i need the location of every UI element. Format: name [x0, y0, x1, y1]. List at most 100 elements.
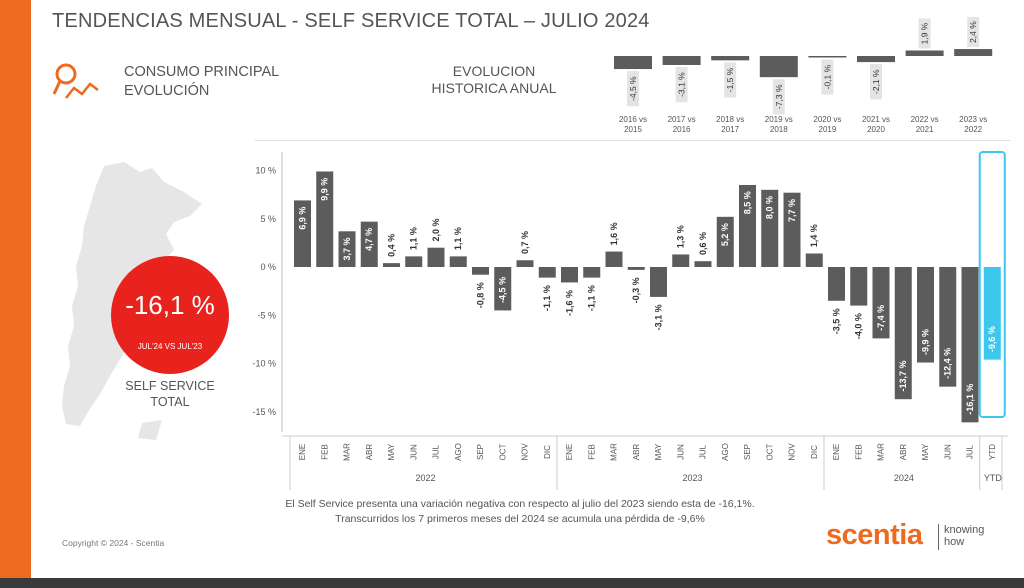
bar-data-label: -3,5 %	[832, 308, 842, 334]
bar-data-label: -9,6 %	[987, 326, 997, 352]
month-bar	[627, 267, 645, 270]
annual-history-title: EVOLUCION HISTORICA ANUAL	[425, 63, 563, 97]
month-bar	[494, 267, 512, 311]
annual-category-label: 2023 vs	[959, 115, 987, 124]
month-tick-label: ENE	[565, 444, 574, 460]
brand-logo: scentia	[826, 519, 923, 551]
bar-data-label: 4,7 %	[364, 228, 374, 251]
bar-data-label: -0,8 %	[476, 282, 486, 308]
summary-note: El Self Service presenta una variación n…	[220, 497, 820, 527]
bar-data-label: -4,5 %	[498, 277, 508, 303]
annual-data-label-bg	[675, 66, 688, 103]
bar-data-label: 8,0 %	[765, 196, 775, 219]
month-tick-label: MAY	[921, 443, 930, 460]
subtitle-line-1: CONSUMO PRINCIPAL	[124, 64, 280, 80]
year-group-label: 2022	[415, 473, 435, 483]
subtitle-line-2: EVOLUCIÓN	[124, 83, 210, 99]
hist-title-line-1: EVOLUCION	[452, 63, 536, 79]
annual-data-label: 2,4 %	[968, 21, 978, 43]
month-bar	[894, 267, 912, 400]
bar-data-label: -1,1 %	[587, 285, 597, 311]
annual-category-label: 2021 vs	[862, 115, 890, 124]
y-tick-label: 10 %	[255, 166, 276, 176]
month-bar	[383, 263, 400, 267]
annual-category-label: 2021	[916, 125, 934, 134]
bar-data-label: -7,4 %	[876, 305, 886, 331]
month-tick-label: MAR	[877, 443, 886, 461]
accent-bar	[0, 0, 31, 578]
brand-divider	[938, 524, 939, 550]
month-tick-label: MAY	[387, 443, 396, 460]
month-bar	[783, 192, 801, 267]
bar-data-label: 6,9 %	[298, 207, 308, 230]
bar-data-label: 0,6 %	[698, 232, 708, 255]
month-tick-label: JUN	[409, 444, 418, 460]
bar-data-label: 1,1 %	[409, 227, 419, 250]
map-label-line-2: TOTAL	[150, 395, 190, 409]
annual-category-label: 2016	[673, 125, 691, 134]
month-tick-label: ENE	[298, 444, 307, 460]
month-bar	[850, 267, 868, 306]
bar-data-label: -13,7 %	[898, 360, 908, 391]
annual-bar	[711, 56, 750, 61]
map-label-line-1: SELF SERVICE	[125, 379, 215, 393]
month-bar	[338, 231, 356, 267]
month-tick-label: JUN	[943, 444, 952, 460]
month-tick-label: ENE	[832, 444, 841, 460]
annual-category-label: 2018	[770, 125, 788, 134]
month-tick-label: JUL	[432, 444, 441, 459]
y-tick-label: 0 %	[260, 262, 276, 272]
month-tick-label: ABR	[899, 444, 908, 461]
month-bar	[805, 253, 823, 267]
month-bar	[872, 267, 890, 339]
month-bar	[650, 267, 667, 297]
month-tick-label: FEB	[854, 444, 863, 460]
brand-tagline: knowing how	[944, 524, 1004, 548]
month-tick-label: JUL	[966, 444, 975, 459]
month-bar	[917, 267, 934, 363]
bar-data-label: 1,6 %	[609, 222, 619, 245]
bar-data-label: -12,4 %	[943, 348, 953, 379]
month-tick-label: DIC	[810, 445, 819, 459]
bar-data-label: 1,4 %	[809, 224, 819, 247]
month-bar	[939, 267, 957, 387]
annual-category-label: 2019	[819, 125, 837, 134]
bar-data-label: -0,3 %	[631, 277, 641, 303]
bar-data-label: 1,1 %	[453, 227, 463, 250]
annual-category-label: 2022	[964, 125, 982, 134]
annual-bar	[954, 49, 993, 56]
copyright: Copyright © 2024 - Scentia	[62, 538, 165, 548]
month-tick-label: ABR	[632, 444, 641, 461]
annual-category-label: 2017	[721, 125, 739, 134]
bar-data-label: 9,9 %	[320, 178, 330, 201]
bar-data-label: -1,1 %	[542, 285, 552, 311]
annual-category-label: 2020	[867, 125, 885, 134]
bar-data-label: 1,3 %	[676, 225, 686, 248]
year-group-label: 2023	[682, 473, 702, 483]
month-bar	[449, 256, 467, 267]
annual-category-label: 2016 vs	[619, 115, 647, 124]
bar-data-label: -1,6 %	[565, 290, 575, 316]
month-bar	[294, 200, 311, 267]
page-title: TENDENCIAS MENSUAL - SELF SERVICE TOTAL …	[52, 10, 650, 32]
hist-title-line-2: HISTORICA ANUAL	[431, 80, 557, 96]
month-tick-label: MAR	[610, 443, 619, 461]
month-tick-label: ABR	[365, 444, 374, 461]
annual-data-label-bg	[724, 62, 737, 98]
month-tick-label: JUL	[699, 444, 708, 459]
annual-data-label-bg	[967, 17, 980, 48]
month-tick-label: MAY	[654, 443, 663, 460]
month-bar	[672, 254, 690, 267]
month-bar	[583, 267, 601, 278]
bar-data-label: 0,7 %	[520, 231, 530, 254]
annual-bar	[905, 50, 944, 56]
month-bar	[961, 267, 979, 423]
month-bar	[694, 261, 712, 267]
month-tick-label: FEB	[587, 444, 596, 460]
month-tick-label: YTD	[988, 444, 997, 460]
monthly-chart: 10 % 5 % 0 % -5 % -10 % -15 % 6,9 % ENE 9,9 % FEB…	[252, 140, 1010, 490]
month-tick-label: DIC	[543, 445, 552, 459]
y-tick-label: 5 %	[260, 214, 276, 224]
annual-bar	[662, 56, 701, 65]
section-subtitle: CONSUMO PRINCIPAL EVOLUCIÓN	[124, 63, 314, 101]
